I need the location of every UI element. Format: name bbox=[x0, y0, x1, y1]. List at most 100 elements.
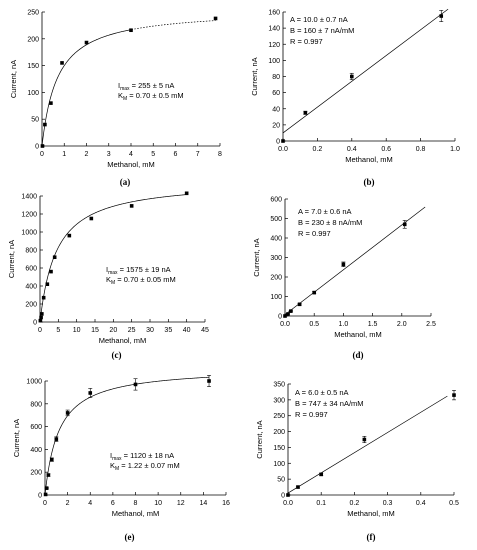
x-tick-label: 0.4 bbox=[416, 500, 426, 507]
x-tick-label: 35 bbox=[164, 327, 172, 334]
data-point bbox=[46, 473, 51, 477]
x-tick-label: 6 bbox=[111, 500, 115, 507]
panel-d: 0.0 0.5 1.0 1.5 2.0 2.5 0 100 200 300 400 500 600 Met… bbox=[252, 197, 436, 361]
y-tick-label: 800 bbox=[25, 248, 37, 255]
x-axis-label: Methanol, mM bbox=[334, 330, 382, 339]
annotation-main: B = 160 ± 7 nA/mM bbox=[290, 26, 354, 35]
x-tick-label: 7 bbox=[196, 151, 200, 158]
annotation-value: = 1575 ± 19 nA bbox=[118, 265, 171, 274]
annotation-value: = 255 ± 5 nA bbox=[130, 81, 175, 90]
data-point bbox=[49, 269, 53, 274]
y-tick-label: 600 bbox=[30, 424, 42, 431]
x-tick-label: 0.0 bbox=[278, 146, 288, 153]
panel-label: (a) bbox=[120, 177, 131, 187]
y-tick-label: 100 bbox=[268, 58, 280, 65]
y-tick-label: 250 bbox=[273, 413, 285, 420]
x-tick-label: 30 bbox=[146, 327, 154, 334]
data-point bbox=[67, 233, 72, 238]
x-tick-label: 1.5 bbox=[368, 321, 378, 328]
panel-b: 0.0 0.2 0.4 0.6 0.8 1.0 0 20 40 60 80 100 120 140 160 M… bbox=[250, 8, 460, 187]
panel-e: 0 2 4 6 8 10 12 14 16 0 200 400 600 800 1000 Methanol, … bbox=[12, 374, 230, 542]
y-tick-label: 800 bbox=[30, 401, 42, 408]
y-tick-label: 500 bbox=[270, 216, 282, 223]
data-point bbox=[44, 486, 49, 490]
x-tick-label: 0.3 bbox=[383, 500, 393, 507]
panel-label: (b) bbox=[364, 177, 375, 187]
x-tick-label: 16 bbox=[222, 500, 230, 507]
y-tick-label: 150 bbox=[273, 445, 285, 452]
fit-annotation: KM = 1.22 ± 0.07 mM bbox=[110, 461, 180, 472]
fit-annotation: A = 7.0 ± 0.6 nA bbox=[298, 207, 352, 216]
y-tick-label: 0 bbox=[281, 493, 285, 500]
y-tick-label: 0 bbox=[278, 314, 282, 321]
panel-label: (f) bbox=[367, 532, 376, 542]
annotation-value: = 0.70 ± 0.5 mM bbox=[127, 91, 183, 100]
fit-curve bbox=[44, 376, 210, 496]
x-tick-label: 1.0 bbox=[450, 146, 460, 153]
x-axis-label: Methanol, mM bbox=[107, 160, 155, 169]
data-point bbox=[184, 191, 189, 196]
annotation-main: K bbox=[110, 461, 115, 470]
y-axis-label: Current, nA bbox=[252, 238, 261, 276]
data-point bbox=[283, 314, 287, 318]
data-point bbox=[52, 255, 57, 259]
y-tick-label: 200 bbox=[25, 302, 37, 309]
y-tick-label: 100 bbox=[27, 90, 39, 97]
fit-line bbox=[287, 395, 448, 494]
annotation-main: A = 6.0 ± 0.5 nA bbox=[295, 388, 349, 397]
x-tick-label: 4 bbox=[88, 500, 92, 507]
y-tick-label: 400 bbox=[25, 284, 37, 291]
x-tick-label: 0.4 bbox=[347, 146, 357, 153]
data-point bbox=[341, 262, 346, 267]
fit-annotation: KM = 0.70 ± 0.5 mM bbox=[118, 91, 184, 102]
y-tick-label: 200 bbox=[273, 429, 285, 436]
y-tick-label: 80 bbox=[272, 74, 280, 81]
x-tick-label: 0.5 bbox=[449, 500, 459, 507]
x-tick-label: 0.8 bbox=[416, 146, 426, 153]
annotation-main: B = 230 ± 8 nA/mM bbox=[298, 218, 362, 227]
annotation-main: R = 0.997 bbox=[290, 37, 323, 46]
data-point bbox=[39, 315, 43, 320]
fit-annotation: A = 10.0 ± 0.7 nA bbox=[290, 15, 348, 24]
y-tick-label: 150 bbox=[27, 63, 39, 70]
data-point bbox=[213, 16, 218, 21]
y-tick-label: 100 bbox=[273, 461, 285, 468]
annotation-main: R = 0.997 bbox=[298, 229, 331, 238]
y-axis-label: Current, nA bbox=[255, 420, 264, 458]
x-tick-label: 2 bbox=[66, 500, 70, 507]
data-point bbox=[297, 302, 302, 307]
y-tick-label: 250 bbox=[27, 10, 39, 17]
data-point bbox=[40, 144, 45, 148]
panel-c: 0 5 10 15 20 25 30 35 40 45 0 200 400 600 800 1000 1200 1… bbox=[7, 191, 209, 360]
y-tick-label: 0 bbox=[35, 144, 39, 151]
fit-curve bbox=[41, 29, 131, 147]
x-axis-label: Methanol, mM bbox=[99, 336, 147, 345]
y-axis-label: Current, nA bbox=[9, 60, 18, 98]
annotation-main: I bbox=[106, 265, 108, 274]
data-point bbox=[65, 411, 70, 415]
x-tick-label: 6 bbox=[174, 151, 178, 158]
fit-annotation: Imax = 1575 ± 19 nA bbox=[106, 265, 171, 276]
y-tick-label: 60 bbox=[272, 90, 280, 97]
x-tick-label: 0 bbox=[43, 500, 47, 507]
y-tick-label: 300 bbox=[270, 255, 282, 262]
y-tick-label: 40 bbox=[272, 106, 280, 113]
data-point bbox=[129, 204, 134, 208]
data-point bbox=[40, 312, 44, 316]
panel-f: 0.0 0.1 0.2 0.3 0.4 0.5 0 50 100 150 200 250 300 350 M… bbox=[255, 382, 459, 543]
x-tick-label: 1.0 bbox=[339, 321, 349, 328]
y-tick-label: 0 bbox=[276, 139, 280, 146]
x-tick-label: 0.1 bbox=[316, 500, 326, 507]
data-point bbox=[84, 40, 89, 45]
y-tick-label: 160 bbox=[268, 10, 280, 17]
x-tick-label: 0.2 bbox=[350, 500, 360, 507]
annotation-subscript: max bbox=[112, 456, 122, 462]
fit-annotation: Imax = 1120 ± 18 nA bbox=[110, 451, 174, 462]
fit-curve bbox=[39, 194, 187, 323]
x-axis-label: Methanol, mM bbox=[112, 509, 160, 518]
data-point bbox=[88, 391, 93, 395]
y-tick-label: 140 bbox=[268, 26, 280, 33]
data-point bbox=[289, 309, 293, 313]
annotation-value: = 0.70 ± 0.05 mM bbox=[115, 275, 176, 284]
